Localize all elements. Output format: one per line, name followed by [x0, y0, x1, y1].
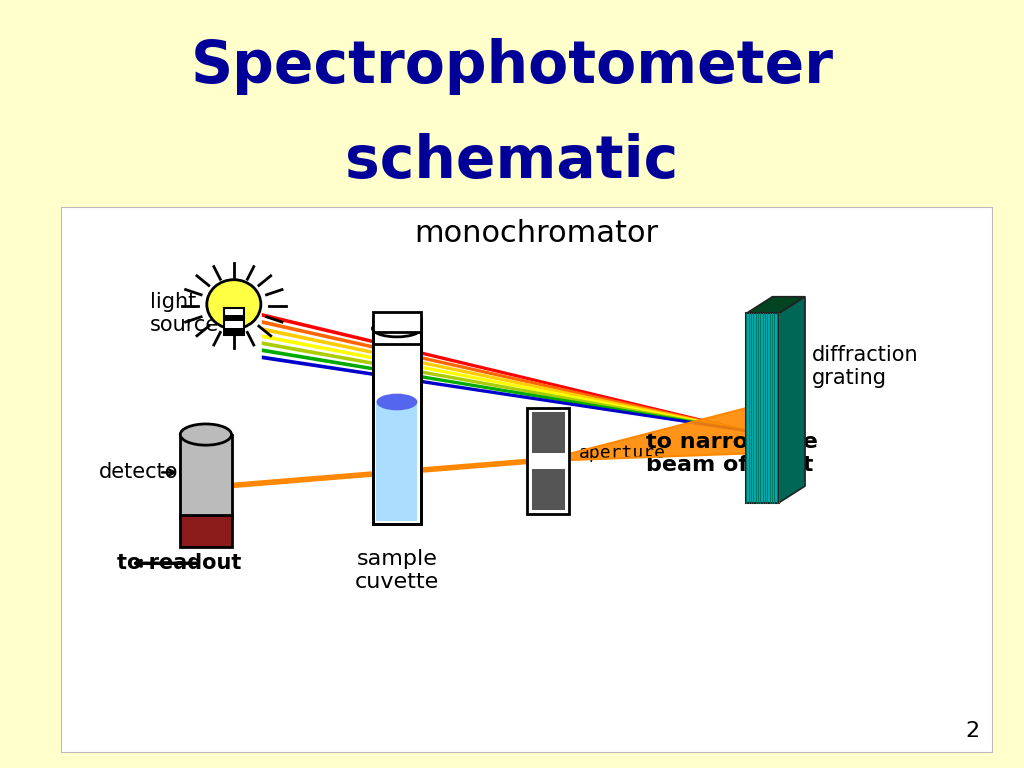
Polygon shape [746, 296, 805, 313]
Bar [532, 412, 564, 453]
Bar [532, 469, 564, 510]
Text: diffraction
grating: diffraction grating [812, 345, 919, 388]
Bar [223, 328, 244, 335]
Ellipse shape [207, 280, 261, 329]
Polygon shape [746, 313, 779, 503]
Polygon shape [542, 408, 746, 461]
Polygon shape [262, 334, 746, 432]
Polygon shape [779, 296, 805, 503]
Ellipse shape [373, 320, 421, 337]
Text: Spectrophotometer: Spectrophotometer [190, 38, 834, 95]
Text: light
source: light source [150, 292, 219, 335]
Text: detector: detector [98, 462, 186, 482]
Bar [373, 329, 421, 524]
Polygon shape [262, 341, 746, 432]
Text: 2: 2 [966, 721, 979, 741]
Polygon shape [262, 313, 746, 432]
Bar [527, 408, 569, 514]
Polygon shape [262, 349, 746, 432]
Text: aperture: aperture [579, 445, 666, 462]
Text: to narrow the
beam of light: to narrow the beam of light [646, 432, 817, 475]
Bar [223, 321, 244, 328]
Bar [223, 315, 244, 321]
Bar [223, 308, 244, 335]
Ellipse shape [180, 424, 231, 445]
Polygon shape [262, 320, 746, 432]
Text: to readout: to readout [118, 553, 242, 573]
Polygon shape [262, 356, 746, 432]
Bar [373, 312, 421, 333]
Bar [377, 404, 418, 521]
Ellipse shape [377, 394, 418, 410]
Text: monochromator: monochromator [415, 220, 658, 248]
Bar [180, 515, 231, 547]
Bar [223, 308, 244, 315]
Bar [180, 435, 231, 518]
Ellipse shape [373, 320, 421, 337]
Polygon shape [262, 327, 746, 432]
Bar [373, 329, 421, 524]
Text: schematic: schematic [345, 133, 679, 190]
Text: sample
cuvette: sample cuvette [354, 549, 439, 592]
Bar [373, 319, 421, 344]
